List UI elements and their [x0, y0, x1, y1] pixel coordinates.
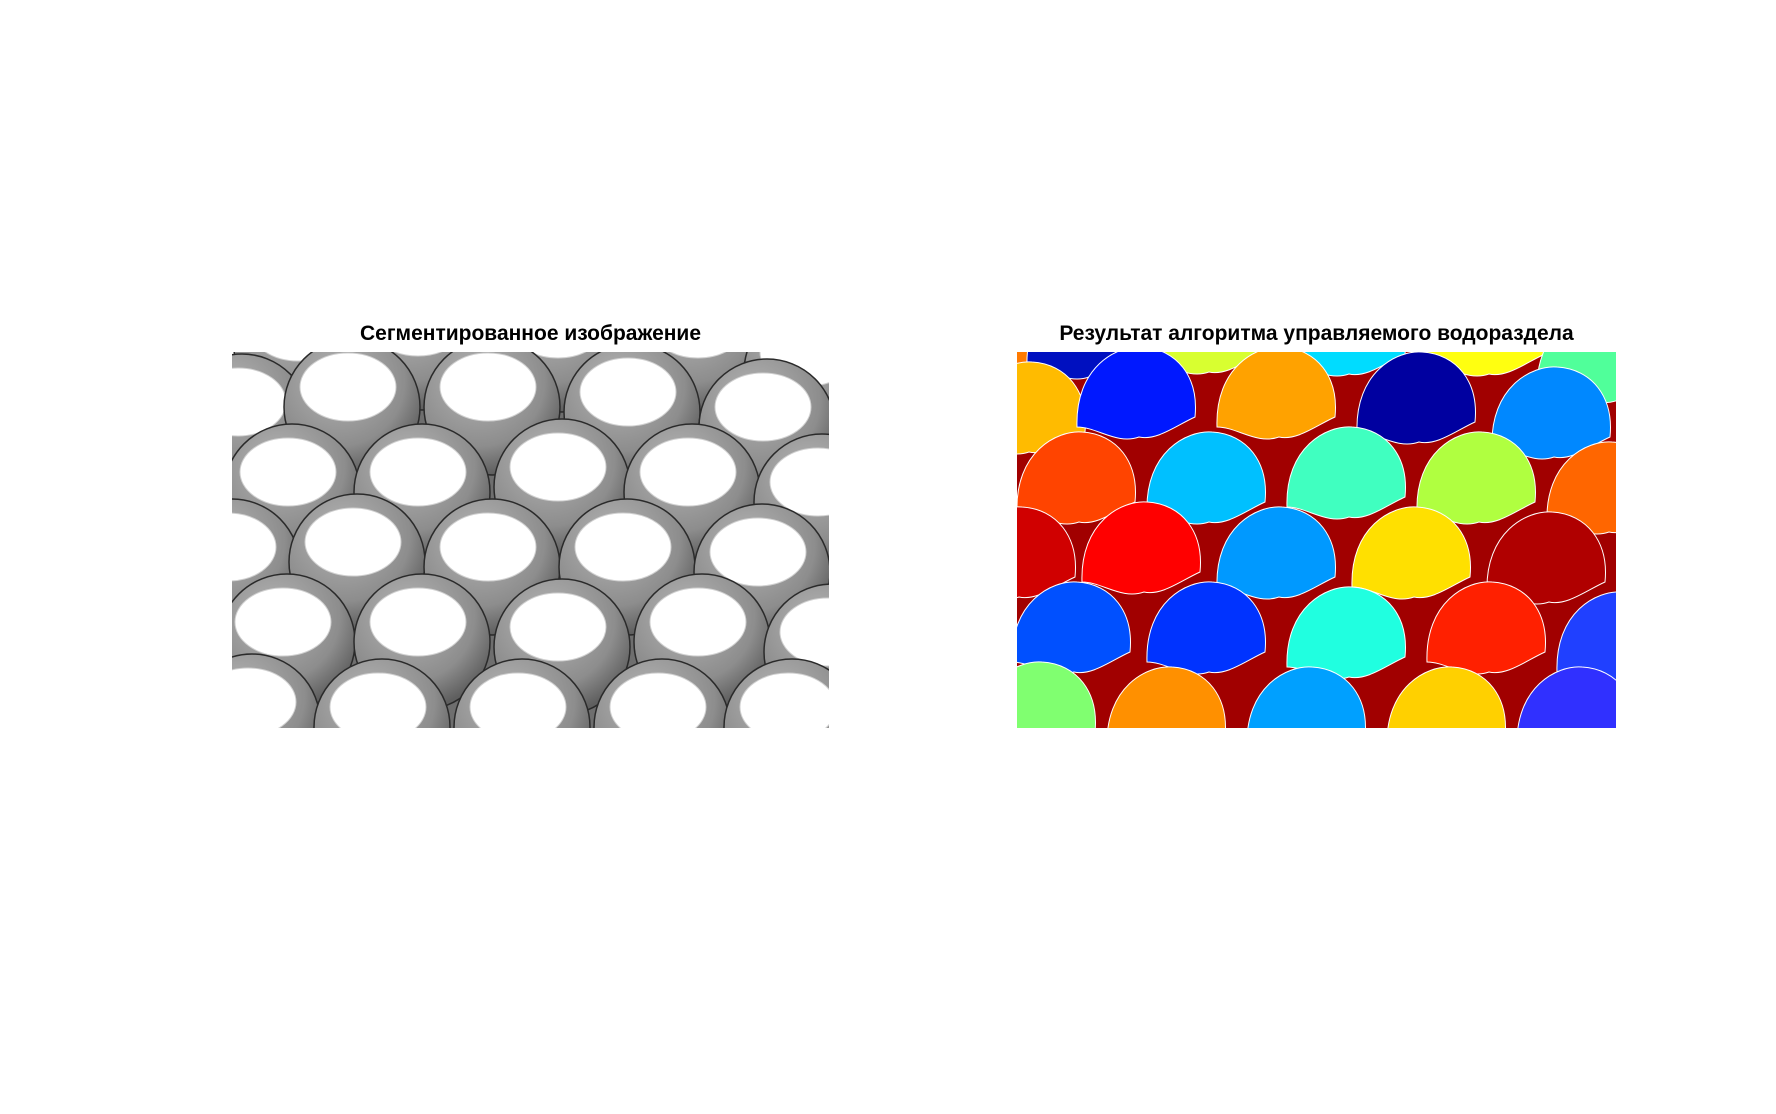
- watershed-region: [1247, 666, 1366, 728]
- watershed-region: [1017, 431, 1136, 525]
- watershed-region: [1286, 426, 1406, 520]
- watershed-result-svg: [1017, 352, 1616, 728]
- watershed-region: [1107, 666, 1226, 728]
- sphere: [453, 658, 591, 728]
- left-panel-title: Сегментированное изображение: [359, 322, 702, 345]
- sphere: [723, 658, 829, 728]
- watershed-region: [1351, 506, 1471, 600]
- watershed-region: [1491, 366, 1611, 460]
- watershed-region: [1517, 666, 1616, 728]
- watershed-region: [1416, 431, 1536, 525]
- watershed-region: [1081, 501, 1201, 595]
- watershed-region: [1356, 352, 1476, 445]
- sphere: [313, 658, 451, 728]
- watershed-region: [1017, 661, 1096, 728]
- watershed-region: [1216, 506, 1336, 600]
- right-panel-title: Результат алгоритма управляемого водораз…: [1059, 322, 1574, 345]
- watershed-region: [1387, 666, 1506, 728]
- segmented-image: [232, 352, 829, 728]
- watershed-result-image: [1017, 352, 1616, 728]
- segmented-image-svg: [232, 352, 829, 728]
- watershed-region: [1076, 352, 1196, 440]
- watershed-region: [1216, 352, 1336, 440]
- watershed-region: [1017, 506, 1076, 599]
- watershed-region: [1146, 431, 1266, 525]
- sphere: [232, 653, 321, 728]
- sphere: [593, 658, 731, 728]
